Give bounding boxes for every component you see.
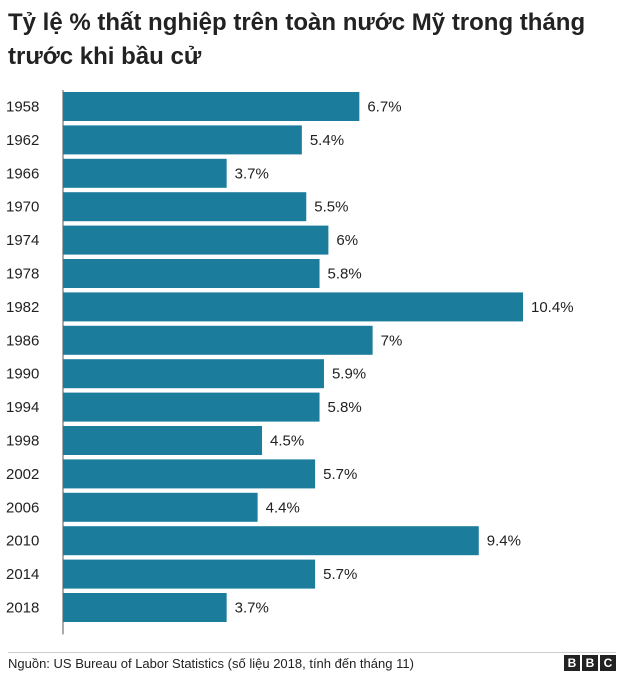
- bar: [63, 325, 373, 355]
- value-label: 6.7%: [367, 99, 401, 116]
- bar: [63, 492, 258, 522]
- category-label: 2006: [6, 499, 39, 516]
- value-label: 9.4%: [487, 533, 521, 550]
- bar: [63, 359, 324, 389]
- value-label: 5.5%: [314, 199, 348, 216]
- bar: [63, 292, 523, 322]
- value-label: 5.8%: [328, 399, 362, 416]
- value-label: 10.4%: [531, 299, 574, 316]
- value-label: 5.4%: [310, 132, 344, 149]
- category-label: 1978: [6, 266, 39, 283]
- category-label: 2014: [6, 566, 39, 583]
- category-label: 1994: [6, 399, 39, 416]
- bar: [63, 192, 307, 222]
- bar: [63, 426, 263, 455]
- bar: [63, 593, 227, 622]
- value-label: 4.4%: [266, 499, 300, 516]
- category-label: 1962: [6, 132, 39, 149]
- value-label: 7%: [381, 332, 403, 349]
- value-label: 5.9%: [332, 366, 366, 383]
- chart-title: Tỷ lệ % thất nghiệp trên toàn nước Mỹ tr…: [8, 9, 586, 70]
- bar: [63, 526, 479, 556]
- bar: [63, 92, 360, 121]
- category-label: 1998: [6, 433, 39, 450]
- value-label: 5.7%: [323, 466, 357, 483]
- source-note: Nguồn: US Bureau of Labor Statistics (số…: [8, 656, 414, 671]
- bar: [63, 158, 227, 188]
- value-label: 6%: [336, 232, 358, 249]
- category-label: 1990: [6, 366, 39, 383]
- bbc-logo-letter: B: [564, 655, 580, 671]
- category-label: 1966: [6, 165, 39, 182]
- footer-divider: [8, 652, 616, 653]
- bar: [63, 259, 320, 288]
- category-label: 1986: [6, 332, 39, 349]
- value-label: 3.7%: [235, 600, 269, 617]
- bar: [63, 225, 329, 255]
- bar: [63, 125, 302, 155]
- bbc-logo: B B C: [564, 655, 616, 671]
- category-label: 2010: [6, 533, 39, 550]
- bar: [63, 559, 316, 589]
- value-label: 5.7%: [323, 566, 357, 583]
- category-label: 2002: [6, 466, 39, 483]
- bar: [63, 459, 316, 489]
- category-label: 2018: [6, 600, 39, 617]
- value-label: 3.7%: [235, 165, 269, 182]
- bar: [63, 392, 320, 422]
- category-label: 1974: [6, 232, 39, 249]
- value-label: 5.8%: [328, 266, 362, 283]
- category-label: 1958: [6, 99, 39, 116]
- value-label: 4.5%: [270, 433, 304, 450]
- category-label: 1982: [6, 299, 39, 316]
- bbc-logo-letter: C: [600, 655, 616, 671]
- bbc-logo-letter: B: [582, 655, 598, 671]
- category-label: 1970: [6, 199, 39, 216]
